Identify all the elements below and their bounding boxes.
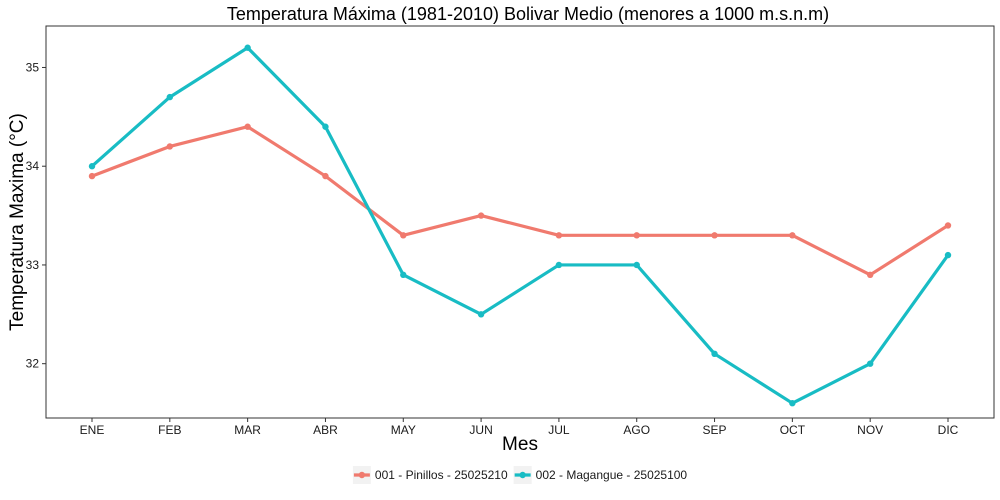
x-tick-label: MAR — [234, 423, 261, 437]
x-tick-label: SEP — [703, 423, 727, 437]
legend-item: 001 - Pinillos - 25025210 — [352, 466, 508, 484]
x-tick-label: JUN — [469, 423, 492, 437]
x-tick-label: FEB — [158, 423, 181, 437]
data-point — [944, 222, 952, 229]
y-tick-label: 33 — [26, 258, 40, 272]
x-tick-label: ABR — [313, 423, 338, 437]
chart-title: Temperatura Máxima (1981-2010) Bolivar M… — [227, 4, 829, 24]
legend-label: 001 - Pinillos - 25025210 — [375, 468, 508, 482]
data-point — [866, 271, 874, 279]
legend-label: 002 - Magangue - 25025100 — [536, 468, 688, 482]
data-point — [789, 399, 796, 407]
x-axis: ENE FEB MAR ABR MAY JUN JUL AGO SEP OCT NOV DIC — [80, 418, 959, 437]
data-point — [322, 172, 329, 180]
data-point — [555, 261, 563, 269]
legend: 001 - Pinillos - 25025210 002 - Magangue … — [352, 466, 688, 484]
legend-key-point — [358, 471, 366, 479]
data-point — [166, 143, 174, 150]
data-point — [633, 261, 640, 269]
x-tick-label: OCT — [780, 423, 806, 437]
data-point — [477, 212, 485, 219]
y-tick-label: 34 — [26, 159, 40, 173]
y-axis-title: Temperatura Maxima (°C) — [7, 113, 28, 331]
data-point — [400, 271, 407, 279]
data-point — [866, 360, 874, 367]
y-axis: 32 33 34 35 — [26, 60, 46, 371]
plot-frame — [45, 25, 995, 419]
data-point — [477, 311, 485, 318]
series-2 — [88, 44, 952, 407]
series-1 — [88, 123, 952, 279]
data-point — [555, 232, 563, 239]
x-tick-label: AGO — [623, 423, 650, 437]
legend-key-point — [519, 471, 526, 479]
data-point — [166, 93, 174, 101]
x-axis-title: Mes — [502, 434, 538, 455]
x-tick-label: DIC — [938, 423, 959, 437]
data-point — [944, 251, 952, 259]
data-point — [244, 44, 251, 51]
x-tick-label: JUL — [548, 423, 570, 437]
legend-item: 002 - Magangue - 25025100 — [513, 466, 688, 484]
data-point — [88, 163, 96, 170]
data-point — [633, 232, 640, 239]
series-layer — [88, 44, 952, 407]
data-point — [711, 232, 718, 239]
data-point — [88, 172, 96, 180]
y-tick-label: 35 — [26, 60, 40, 74]
data-point — [244, 123, 251, 130]
series-line — [90, 125, 950, 277]
x-tick-label: ENE — [80, 423, 105, 437]
y-tick-label: 32 — [26, 357, 40, 371]
x-tick-label: NOV — [857, 423, 883, 437]
x-tick-label: MAY — [391, 423, 416, 437]
data-point — [322, 123, 329, 130]
data-point — [400, 232, 407, 239]
data-point — [789, 232, 796, 239]
data-point — [711, 350, 718, 358]
series-line — [90, 46, 950, 405]
